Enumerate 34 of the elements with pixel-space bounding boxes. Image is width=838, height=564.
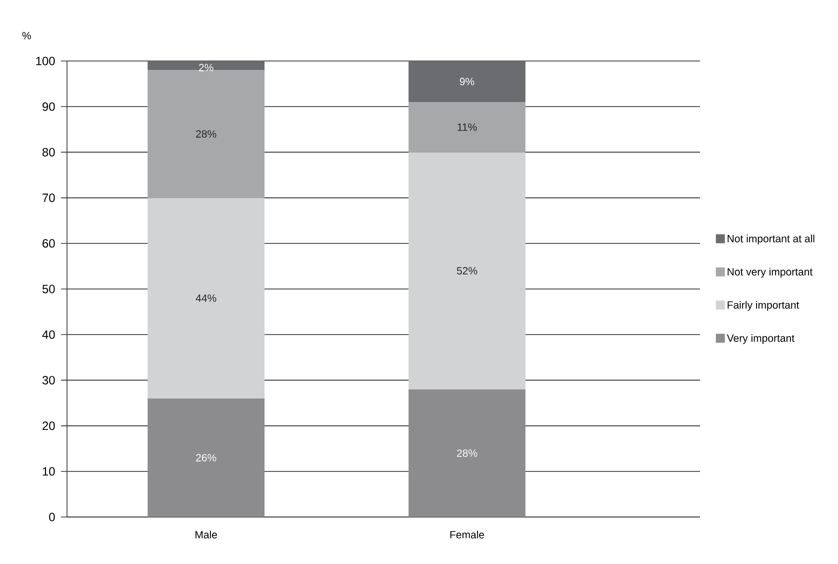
y-tick-label: 10 [42, 467, 55, 476]
y-tick-label: 80 [42, 148, 55, 156]
x-tick-label: Female [450, 530, 484, 538]
y-tick-label: 20 [42, 422, 55, 430]
data-label: 11% [458, 123, 477, 131]
data-label: 2% [199, 64, 214, 72]
y-tick-label: 40 [42, 330, 55, 339]
bar [408, 102, 526, 152]
data-label: 28% [457, 449, 478, 457]
y-tick-label: 50 [42, 284, 55, 294]
y-tick-label: 70 [42, 194, 55, 202]
legend-label: Fairly important [728, 300, 800, 311]
data-label: 26% [196, 454, 216, 462]
bar [148, 398, 265, 517]
y-tick-label: 60 [42, 239, 55, 248]
legend-label: Not important at all [728, 234, 814, 244]
bar [408, 152, 526, 390]
legend-label: Very important [726, 334, 794, 344]
data-label: 52% [456, 267, 478, 274]
data-label: 44% [196, 294, 216, 302]
bar [148, 60, 265, 70]
bar [148, 198, 265, 398]
data-label: 9% [460, 78, 474, 86]
bar [148, 70, 265, 198]
y-tick-label: 30 [42, 376, 55, 384]
y-tick-label: 0 [49, 512, 55, 522]
y-axis-title: % [22, 32, 31, 40]
y-tick-label: 100 [36, 56, 55, 66]
x-tick-label: Male [196, 530, 217, 538]
y-tick-label: 90 [42, 102, 55, 111]
bar [408, 389, 526, 517]
data-label: 28% [196, 130, 216, 138]
legend-label: Not very important [728, 268, 813, 278]
bar [408, 60, 526, 102]
